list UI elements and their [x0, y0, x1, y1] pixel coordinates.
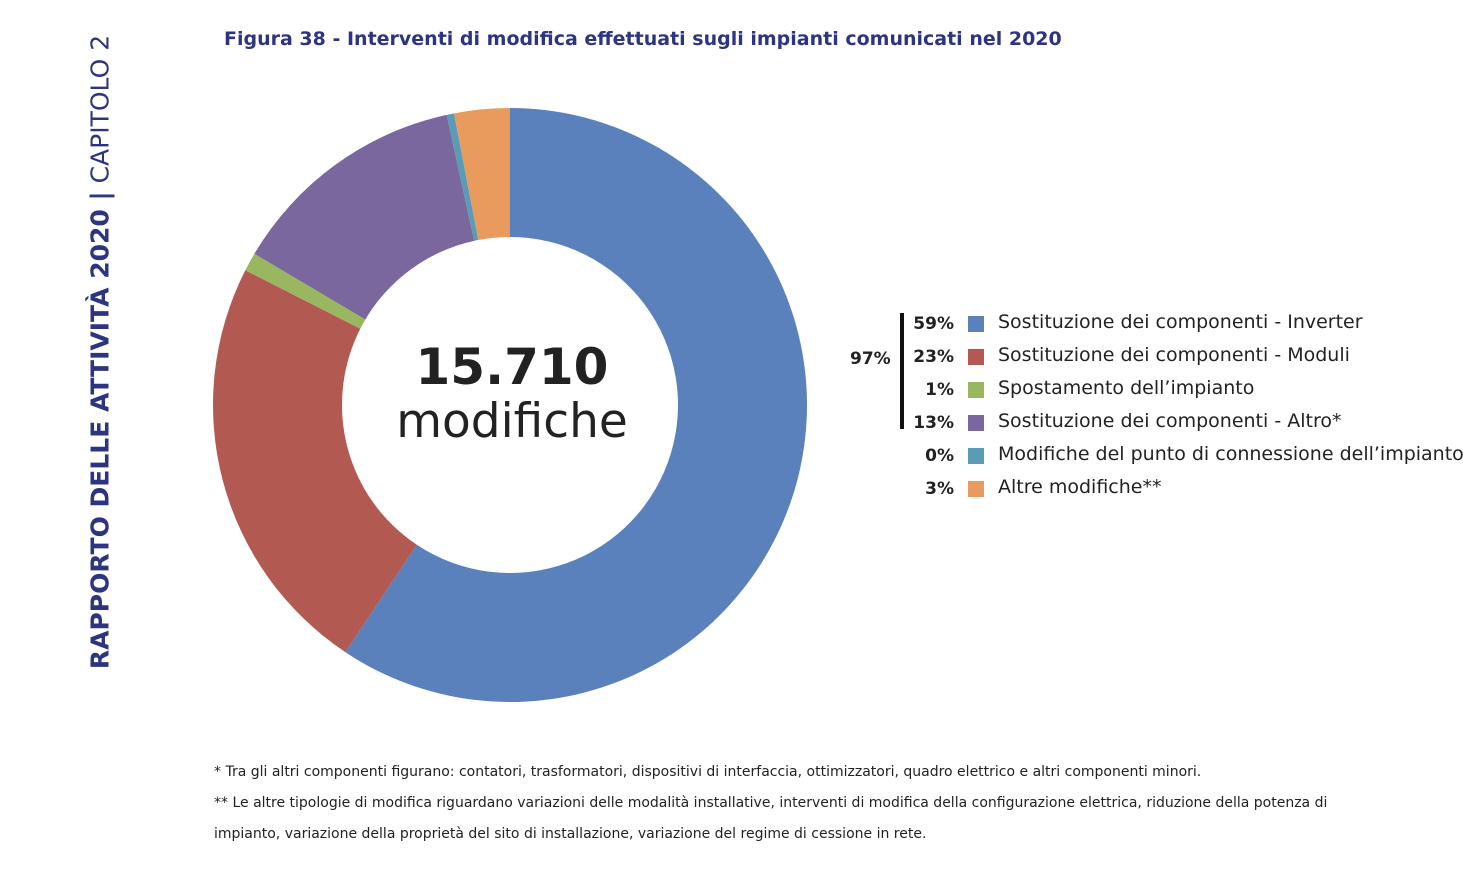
legend-item-label: Altre modifiche** [998, 476, 1162, 498]
donut-slice [254, 114, 475, 320]
legend-item-swatch [968, 481, 984, 497]
legend-item-label: Modifiche del punto di connessione dell’… [998, 443, 1463, 465]
legend-item: 1% Spostamento dell’impianto [912, 375, 1460, 408]
legend-item-pct: 0% [925, 446, 954, 466]
legend-item-label: Spostamento dell’impianto [998, 377, 1255, 399]
legend-item: 23% Sostituzione dei componenti - Moduli [912, 342, 1460, 375]
legend-item: 3% Altre modifiche** [912, 474, 1460, 507]
legend-item-swatch [968, 448, 984, 464]
legend-item-swatch [968, 316, 984, 332]
group-bracket-bar [900, 313, 904, 429]
legend-item: 13% Sostituzione dei componenti - Altro* [912, 408, 1460, 441]
legend-item-pct: 59% [913, 314, 954, 334]
center-total-label: modifiche [396, 394, 628, 449]
legend-item-label: Sostituzione dei componenti - Altro* [998, 410, 1342, 432]
legend-item-pct: 23% [913, 347, 954, 367]
donut-slice [345, 108, 807, 703]
footnotes: * Tra gli altri componenti figurano: con… [214, 757, 1364, 850]
center-total-value: 15.710 [415, 338, 609, 396]
donut-slice [454, 108, 510, 241]
legend-item-pct: 13% [913, 413, 954, 433]
legend-item-label: Sostituzione dei componenti - Inverter [998, 311, 1363, 333]
legend-item-label: Sostituzione dei componenti - Moduli [998, 344, 1350, 366]
legend-item-swatch [968, 382, 984, 398]
footnote: * Tra gli altri componenti figurano: con… [214, 764, 1202, 780]
donut-slice [245, 253, 366, 329]
donut-slice [446, 113, 479, 241]
group-bracket-label: 97% [850, 349, 891, 369]
legend-item-pct: 3% [925, 479, 954, 499]
donut-slice [212, 270, 417, 653]
legend-item-swatch [968, 349, 984, 365]
chart-legend: 59% Sostituzione dei componenti - Invert… [912, 309, 1463, 507]
legend-item-swatch [968, 415, 984, 431]
footnote: ** Le altre tipologie di modifica riguar… [214, 795, 1328, 842]
legend-item: 0% Modifiche del punto di connessione de… [912, 441, 1463, 474]
legend-item-pct: 1% [925, 380, 954, 400]
figure-title: Figura 38 - Interventi di modifica effet… [224, 28, 1062, 50]
legend-item: 59% Sostituzione dei componenti - Invert… [912, 309, 1460, 342]
